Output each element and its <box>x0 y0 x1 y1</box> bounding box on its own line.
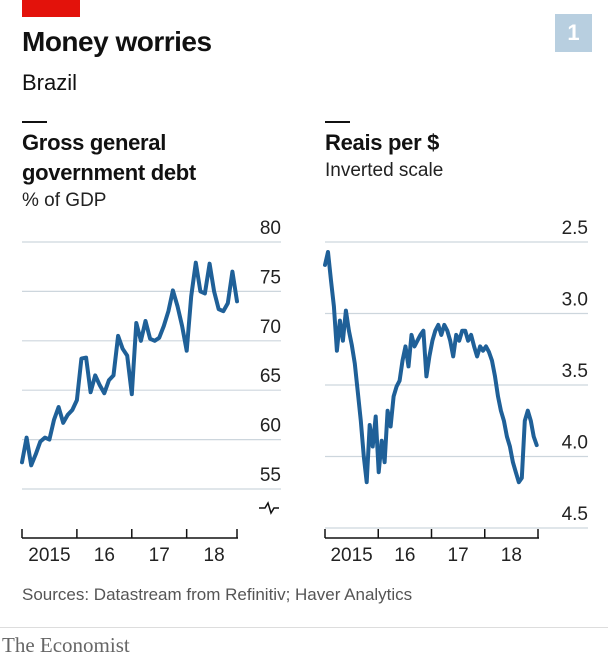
x-tick-label: 2015 <box>28 545 70 566</box>
red-tag <box>22 0 80 17</box>
data-line <box>323 250 539 485</box>
rule <box>22 121 47 123</box>
y-tick-label: 4.0 <box>562 433 588 454</box>
y-tick-label: 3.0 <box>562 290 588 311</box>
x-tick-label: 16 <box>94 545 115 566</box>
brand: The Economist <box>2 633 130 657</box>
data-line <box>20 260 239 468</box>
x-tick-label: 17 <box>149 545 170 566</box>
x-tick-label: 18 <box>204 545 225 566</box>
y-tick-label: 65 <box>260 366 281 387</box>
badge: 1 <box>555 14 592 52</box>
x-tick-label: 17 <box>448 545 469 566</box>
chart-subtitle: Inverted scale <box>325 160 444 181</box>
y-tick-label: 80 <box>260 218 281 239</box>
y-tick-label: 70 <box>260 317 281 338</box>
subtitle: Brazil <box>22 70 78 95</box>
y-tick-label: 55 <box>260 465 281 486</box>
rule <box>325 121 350 123</box>
y-tick-label: 4.5 <box>562 504 588 525</box>
y-tick-label: 75 <box>260 267 281 288</box>
chart-title: Gross general government debt <box>22 130 196 185</box>
chart-title: Reais per $ <box>325 130 440 155</box>
divider <box>0 627 608 628</box>
title: Money worries <box>22 26 212 57</box>
x-tick-label: 2015 <box>330 545 372 566</box>
x-tick-label: 16 <box>394 545 415 566</box>
chart-subtitle: % of GDP <box>22 190 107 211</box>
y-tick-label: 60 <box>260 416 281 437</box>
x-tick-label: 18 <box>501 545 522 566</box>
y-tick-label: 2.5 <box>562 218 588 239</box>
y-tick-label: 3.5 <box>562 361 588 382</box>
source: Sources: Datastream from Refinitiv; Have… <box>22 585 413 604</box>
left-header: Gross general government debt % of GDP <box>22 121 247 214</box>
axis-break <box>259 501 279 515</box>
right-header: Reais per $ Inverted scale <box>325 121 595 184</box>
